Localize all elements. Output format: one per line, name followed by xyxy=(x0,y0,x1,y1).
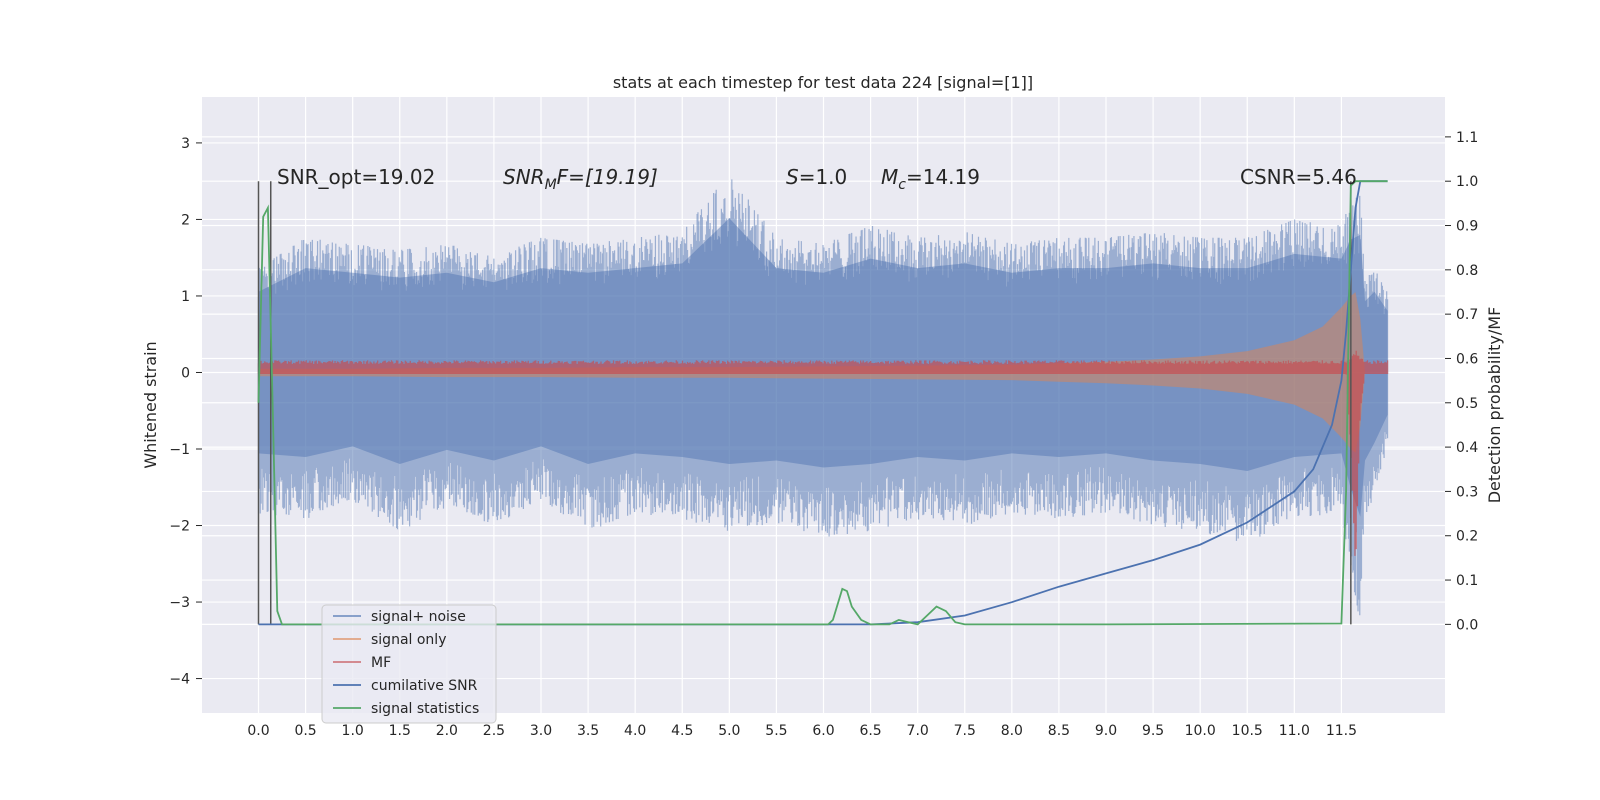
y2-tick-label: 0.9 xyxy=(1456,219,1478,235)
y2-tick-label: 0.7 xyxy=(1456,307,1478,323)
x-tick-label: 11.5 xyxy=(1326,723,1357,739)
x-tick-label: 7.5 xyxy=(954,723,976,739)
y2-tick-label: 0.8 xyxy=(1456,263,1478,279)
y-axis-label: Whitened strain xyxy=(141,341,160,468)
y-tick-label: 3 xyxy=(181,136,190,152)
y2-axis-label: Detection probability/MF xyxy=(1485,307,1504,504)
x-tick-label: 5.0 xyxy=(718,723,740,739)
legend-label: signal statistics xyxy=(371,701,479,717)
x-tick-label: 11.0 xyxy=(1279,723,1310,739)
annotation-snr-mf-subscript: M xyxy=(545,177,557,193)
annotation-s-value: =1.0 xyxy=(799,165,848,189)
legend: signal+ noise signal only MF cumilative SNR… xyxy=(321,604,497,724)
x-tick-label: 6.5 xyxy=(859,723,881,739)
y2-tick-label: 0.6 xyxy=(1456,351,1478,367)
y2-tick-label: 0.0 xyxy=(1456,617,1478,633)
x-tick-label: 8.0 xyxy=(1001,723,1023,739)
annotation-mc: Mc=14.19 xyxy=(881,165,980,193)
y2-tick-label: 0.3 xyxy=(1456,484,1478,500)
x-tick-label: 10.5 xyxy=(1232,723,1263,739)
x-tick-label: 3.0 xyxy=(530,723,552,739)
x-tick-label: 9.0 xyxy=(1095,723,1117,739)
y-tick-label: −3 xyxy=(169,595,190,611)
y-tick-label: −4 xyxy=(169,672,190,688)
annotation-s: S=1.0 xyxy=(786,165,847,189)
x-tick-label: 10.0 xyxy=(1185,723,1216,739)
y2-tick-label: 0.4 xyxy=(1456,440,1478,456)
x-tick-label: 2.0 xyxy=(436,723,458,739)
x-tick-label: 1.0 xyxy=(342,723,364,739)
chart-title: stats at each timestep for test data 224… xyxy=(613,73,1033,92)
y2-tick-label: 0.5 xyxy=(1456,396,1478,412)
annotation-mc-subscript: c xyxy=(898,177,906,193)
series-signal-statistics xyxy=(257,180,1388,626)
x-tick-label: 8.5 xyxy=(1048,723,1070,739)
x-tick-label: 5.5 xyxy=(765,723,787,739)
legend-box xyxy=(321,604,497,724)
annotation-mc-value: =14.19 xyxy=(906,165,980,189)
x-tick-label: 6.0 xyxy=(812,723,834,739)
annotation-snr-mf-symbol: SNR xyxy=(503,165,545,189)
y2-tick-label: 1.1 xyxy=(1456,130,1478,146)
ticks: 0.0 0.5 1.0 1.5 2.0 2.5 3.0 3.5 4.0 4.5 5.0 5.5 6.0 6… xyxy=(169,130,1478,739)
legend-label: signal+ noise xyxy=(371,609,466,625)
annotations: SNR_opt=19.02 SNRMF=[19.19] S=1.0 Mc=14.… xyxy=(277,165,1357,193)
y-tick-label: 2 xyxy=(181,212,190,228)
x-tick-label: 0.0 xyxy=(247,723,269,739)
legend-label: cumilative SNR xyxy=(371,678,478,694)
x-tick-label: 0.5 xyxy=(294,723,316,739)
annotation-snr-mf-value: F=[19.19] xyxy=(557,165,658,189)
x-tick-label: 9.5 xyxy=(1142,723,1164,739)
annotation-snr-mf: SNRMF=[19.19] xyxy=(503,165,658,193)
plot-marks xyxy=(257,179,1389,626)
legend-label: signal only xyxy=(371,632,446,648)
y2-tick-label: 0.1 xyxy=(1456,573,1478,589)
annotation-s-symbol: S xyxy=(786,165,799,189)
x-tick-label: 4.0 xyxy=(624,723,646,739)
y-tick-label: 1 xyxy=(181,289,190,305)
x-tick-label: 1.5 xyxy=(389,723,411,739)
y-tick-label: −1 xyxy=(169,442,190,458)
y2-tick-label: 1.0 xyxy=(1456,174,1478,190)
annotation-snr-opt: SNR_opt=19.02 xyxy=(277,165,435,189)
x-tick-label: 4.5 xyxy=(671,723,693,739)
x-tick-label: 2.5 xyxy=(483,723,505,739)
y-tick-label: −2 xyxy=(169,519,190,535)
legend-label: MF xyxy=(371,655,391,671)
annotation-csnr: CSNR=5.46 xyxy=(1240,165,1357,189)
x-tick-label: 7.0 xyxy=(907,723,929,739)
x-tick-label: 3.5 xyxy=(577,723,599,739)
annotation-mc-symbol: M xyxy=(881,165,898,189)
y-tick-label: 0 xyxy=(181,365,190,381)
y2-tick-label: 0.2 xyxy=(1456,529,1478,545)
